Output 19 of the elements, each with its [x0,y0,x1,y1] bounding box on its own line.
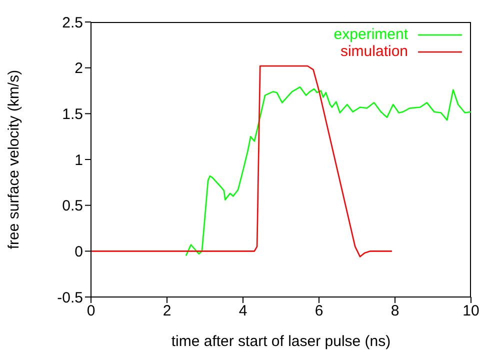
y-tick-label: 0 [74,243,83,260]
x-tick-label: 0 [86,302,96,320]
y-tick-label: 1 [74,152,83,169]
y-tick-label: 2.5 [62,14,83,32]
x-tick-label: 6 [314,302,324,320]
legend-label: simulation [340,43,408,60]
x-tick-label: 8 [390,302,400,320]
line-series [185,86,471,256]
y-tick-label: 2 [74,60,83,78]
x-axis-title: time after start of laser pulse (ns) [171,333,391,350]
x-tick-label: 10 [462,302,480,320]
legend-label: experiment [334,26,408,43]
x-tick-label: 2 [162,302,172,320]
x-tick-label: 4 [238,302,248,320]
y-tick-label: 0.5 [62,198,83,215]
y-tick-label: -0.5 [57,289,83,306]
line-series [91,65,393,258]
y-tick-label: 1.5 [62,106,83,123]
y-axis-title: free surface velocity (km/s) [5,70,22,250]
